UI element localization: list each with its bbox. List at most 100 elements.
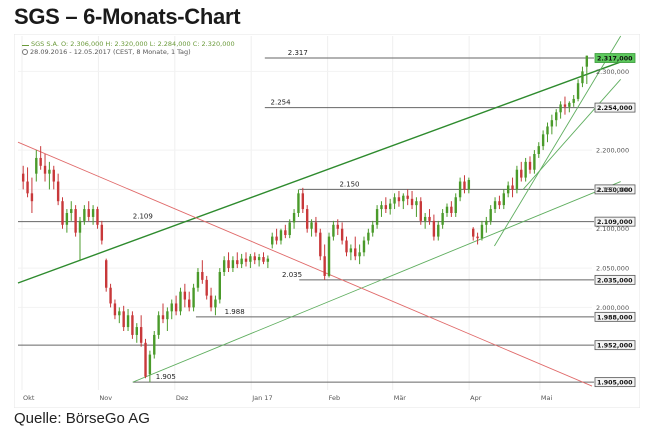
candle [480,220,484,241]
candle [292,209,296,229]
candle [205,275,208,300]
candle-body [572,98,575,103]
candle [489,205,492,225]
candle-body [52,169,55,182]
candle [301,187,305,213]
level-label: 2.150 [339,180,359,188]
candle [389,198,392,215]
candle [21,165,25,190]
candle [463,175,466,194]
candle [30,177,34,213]
candle [170,299,173,320]
level-tag [594,216,636,227]
candle [297,189,300,217]
candle-body [35,157,38,174]
candle-body [292,213,296,223]
candle [236,252,239,269]
candle [423,213,427,229]
candle-body [568,102,571,107]
level-tag-text: 2.317,000 [597,56,633,63]
date-range-text: 28.09.2016 - 12.05.2017 (CEST, 8 Monate,… [30,48,191,56]
candle-body [174,303,178,312]
candle [511,177,514,198]
candle-body [476,236,479,239]
candle [410,190,414,210]
level-tag-text: 2.254,000 [597,105,633,112]
candle [153,331,156,359]
candle-body [493,201,497,210]
candle [515,165,519,194]
candle [358,244,361,265]
candle [131,311,134,339]
candle-body [437,224,440,237]
candle-body [100,224,104,241]
candle-body [74,209,77,233]
candle-body [305,209,309,229]
candle-body [520,169,523,178]
candle-body [279,230,283,241]
ohlc-legend-text: SGS S.A. O: 2.306,000 H: 2.320,000 L: 2.… [31,40,235,48]
candle [406,189,409,206]
candle [319,228,322,261]
candle-body [105,260,108,288]
candle [336,219,339,236]
candle [249,253,252,269]
candle-body [96,209,99,225]
candle-body [83,209,86,221]
candle-body [231,260,235,269]
y-tick-label: 2.200,000 [596,147,629,155]
candle [83,205,86,225]
candle-body [240,258,243,265]
candle [493,197,497,213]
candle-body [410,198,414,206]
candle [450,201,453,217]
candle [109,283,112,308]
candle-body [336,224,339,229]
candle [367,228,370,245]
y-tick-label: 2.000,000 [596,304,629,312]
candle-body [467,179,471,190]
candle [279,228,283,245]
candle-body [135,327,138,335]
candle [135,323,138,343]
candle [581,66,584,88]
candle [380,201,383,217]
candle-body [179,291,182,312]
candle-body [384,205,388,210]
candle-body [402,195,405,202]
candle-body [310,222,313,229]
candle-body [559,104,562,113]
candle [340,222,344,245]
candle [87,201,90,221]
candle-body [131,315,134,335]
candle [144,338,147,379]
candle-body [528,161,532,170]
level-label: 2.035 [282,271,302,279]
candle [148,350,152,383]
candle [305,205,309,233]
candle [537,142,540,158]
candle-body [201,272,204,280]
candle-body [275,236,278,241]
candle [454,193,457,217]
candle [157,311,160,339]
candle [231,256,235,272]
candle-body [196,272,200,288]
candle-body [511,185,514,190]
candle-body [30,193,34,202]
candle-body [371,224,374,233]
candle-body [581,71,584,84]
y-tick-label: 2.150,000 [596,186,629,194]
candle-body [78,220,82,233]
candle-body [192,287,195,308]
level-label: 1.988 [225,308,245,316]
candle [166,307,169,331]
candle-body [297,193,300,213]
candle-body [389,203,392,210]
candle-body [502,193,505,206]
x-tick-label: Apr [470,394,482,402]
candle-body [109,287,112,304]
candle-body [537,146,540,154]
line-series-icon [22,40,29,46]
candle-body [144,342,147,377]
